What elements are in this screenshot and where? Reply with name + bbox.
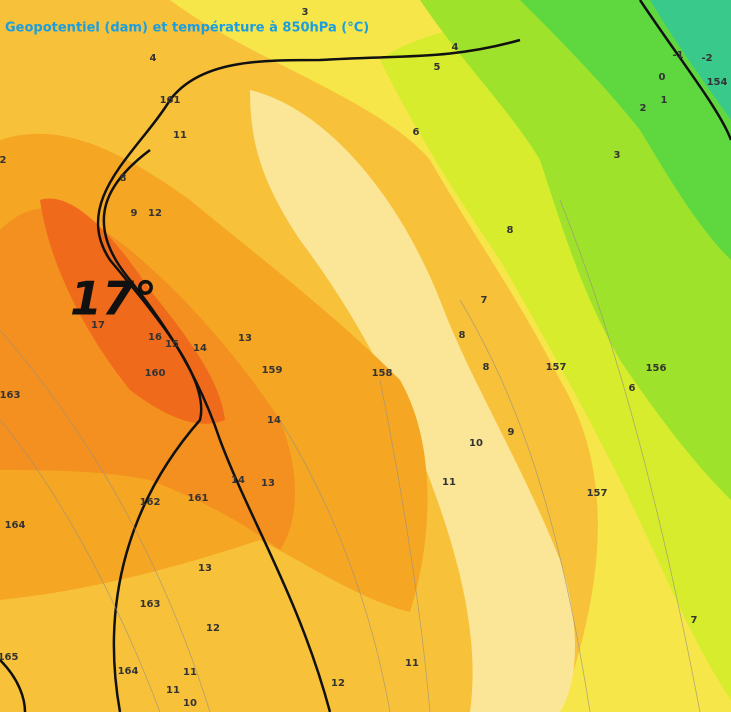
map-label: 4 (150, 53, 157, 64)
map-label: 9 (508, 427, 515, 438)
map-label: 157 (587, 488, 608, 499)
map-label: 13 (198, 563, 212, 574)
map-label: 11 (166, 685, 180, 696)
map-label: 15 (165, 339, 179, 350)
map-label: 165 (0, 652, 18, 663)
map-label: 159 (262, 365, 283, 376)
pale-zone (250, 90, 575, 712)
map-label: 8 (459, 330, 466, 341)
map-label: 12 (331, 678, 345, 689)
map-label: 13 (261, 478, 275, 489)
red-orange-zone (40, 198, 225, 424)
map-label: 154 (707, 77, 728, 88)
thin-contours (0, 199, 701, 712)
map-label: 162 (140, 497, 161, 508)
map-label: 2 (640, 103, 647, 114)
map-label: 11 (183, 667, 197, 678)
map-label: 5 (434, 62, 441, 73)
map-label: 2 (0, 155, 7, 166)
map-label: 161 (188, 493, 209, 504)
map-label: 9 (131, 208, 138, 219)
map-label: 160 (145, 368, 166, 379)
map-label: 14 (267, 415, 281, 426)
map-label: 8 (507, 225, 514, 236)
map-label: 158 (372, 368, 393, 379)
map-title: Geopotentiel (dam) et température à 850h… (5, 21, 369, 36)
map-label: 6 (413, 127, 420, 138)
contour-line (102, 149, 332, 712)
map-label: 7 (691, 615, 698, 626)
map-label: 12 (148, 208, 162, 219)
map-label: 16 (148, 332, 162, 343)
map-label: 0 (659, 72, 666, 83)
map-label: 4 (452, 42, 459, 53)
map-label: 10 (183, 698, 197, 709)
map-label: 164 (5, 520, 26, 531)
map-label: 156 (646, 363, 667, 374)
map-label: -2 (701, 53, 712, 64)
map-label: 10 (469, 438, 483, 449)
map-label: 7 (481, 295, 488, 306)
map-label: 157 (546, 362, 567, 373)
map-label: 164 (118, 666, 139, 677)
map-label: 12 (206, 623, 220, 634)
green-zone (520, 0, 731, 260)
map-label: 11 (173, 130, 187, 141)
map-label: 1 (661, 95, 668, 106)
map-label: 13 (238, 333, 252, 344)
map-label: 3 (302, 7, 309, 18)
contour-line (0, 659, 27, 712)
map-label: 163 (0, 390, 20, 401)
map-label: 161 (160, 95, 181, 106)
max-temp: 17° (70, 272, 157, 326)
map-label: 14 (193, 343, 207, 354)
map-label: 3 (614, 150, 621, 161)
map-label: 14 (231, 475, 245, 486)
contour-line (96, 38, 521, 712)
contour-line (638, 0, 731, 141)
map-label: 6 (629, 383, 636, 394)
map-label: 11 (442, 477, 456, 488)
map-label: 8 (120, 173, 127, 184)
teal-zone (650, 0, 731, 120)
map-label: 17 (91, 320, 105, 331)
map-label: 163 (140, 599, 161, 610)
map-label: 11 (405, 658, 419, 669)
map-label: 8 (483, 362, 490, 373)
map-label: -1 (672, 50, 683, 61)
